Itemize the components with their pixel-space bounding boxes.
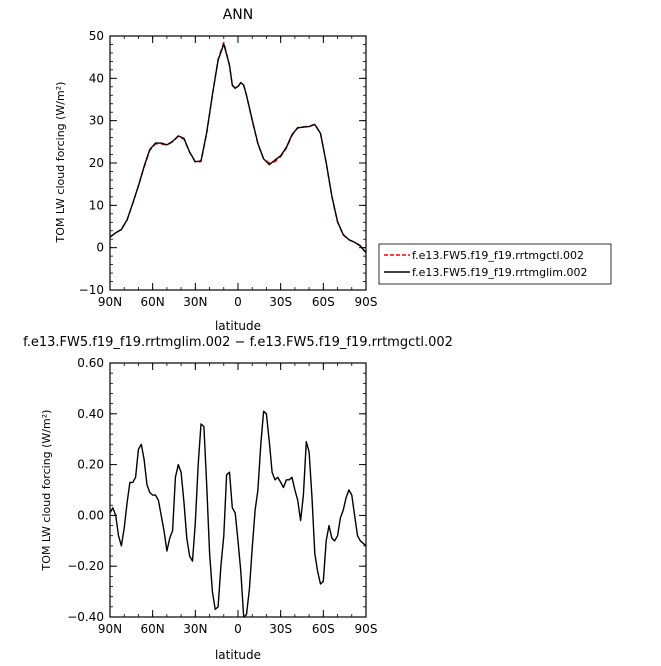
top-series-group [109, 41, 367, 254]
bottom-x-tick-label: 90S [355, 622, 378, 636]
top-series-line-1 [109, 43, 367, 254]
bottom-panel: f.e13.FW5.f19_f19.rrtmglim.002 − f.e13.F… [23, 335, 453, 662]
bottom-y-tick-label: 0.60 [77, 356, 104, 370]
bottom-chart-title: f.e13.FW5.f19_f19.rrtmglim.002 − f.e13.F… [23, 335, 453, 350]
legend-label-lim: f.e13.FW5.f19_f19.rrtmglim.002 [412, 266, 587, 279]
bottom-series-group [109, 410, 367, 618]
bottom-x-axis-label: latitude [215, 648, 261, 662]
top-y-tick-label: 30 [89, 114, 104, 128]
bottom-y-axis-label: TOM LW cloud forcing (W/m²) [40, 410, 53, 572]
bottom-y-tick-label: 0.00 [77, 508, 104, 522]
bottom-x-tick-label: 30N [183, 622, 207, 636]
top-x-tick-label: 30S [269, 295, 292, 309]
top-y-tick-label: 10 [89, 198, 104, 212]
top-y-tick-label: −10 [79, 283, 104, 297]
bottom-x-tick-label: 60S [312, 622, 335, 636]
bottom-y-tick-label: 0.20 [77, 458, 104, 472]
bottom-y-tick-label: −0.20 [67, 559, 104, 573]
top-plot-frame [109, 35, 367, 291]
bottom-plot-frame [109, 362, 367, 618]
bottom-series-line-0 [109, 410, 367, 618]
legend-label-ctl: f.e13.FW5.f19_f19.rrtmgctl.002 [412, 249, 584, 262]
top-series-line-0 [109, 41, 367, 254]
top-y-tick-label: 40 [89, 71, 104, 85]
bottom-x-tick-label: 60N [141, 622, 165, 636]
top-x-tick-label: 60N [141, 295, 165, 309]
top-y-tick-label: 0 [96, 241, 104, 255]
top-chart-title: ANN [223, 7, 254, 23]
top-y-axis-label: TOM LW cloud forcing (W/m²) [54, 82, 67, 244]
legend-box [378, 243, 612, 285]
top-x-tick-label: 90N [98, 295, 122, 309]
top-panel: ANN TOM LW cloud forcing (W/m²) latitude… [54, 7, 377, 333]
top-x-tick-label: 90S [355, 295, 378, 309]
top-x-tick-label: 0 [234, 295, 242, 309]
bottom-x-tick-label: 0 [234, 622, 242, 636]
bottom-y-tick-label: −0.40 [67, 610, 104, 624]
bottom-axis-ticks: −0.40 −0.20 0.00 0.20 0.40 0.60 90N 60N 30N 0 30S 6… [67, 356, 377, 636]
top-y-tick-label: 50 [89, 29, 104, 43]
bottom-y-tick-label: 0.40 [77, 407, 104, 421]
top-x-tick-label: 60S [312, 295, 335, 309]
bottom-x-tick-label: 90N [98, 622, 122, 636]
top-y-tick-label: 20 [89, 156, 104, 170]
top-axis-ticks: −10 0 10 20 30 40 50 90N 60N 30N 0 30S 60S 90S [79, 29, 378, 309]
legend: f.e13.FW5.f19_f19.rrtmgctl.002 f.e13.FW5… [378, 243, 612, 285]
top-x-axis-label: latitude [215, 319, 261, 333]
bottom-x-tick-label: 30S [269, 622, 292, 636]
top-x-tick-label: 30N [183, 295, 207, 309]
